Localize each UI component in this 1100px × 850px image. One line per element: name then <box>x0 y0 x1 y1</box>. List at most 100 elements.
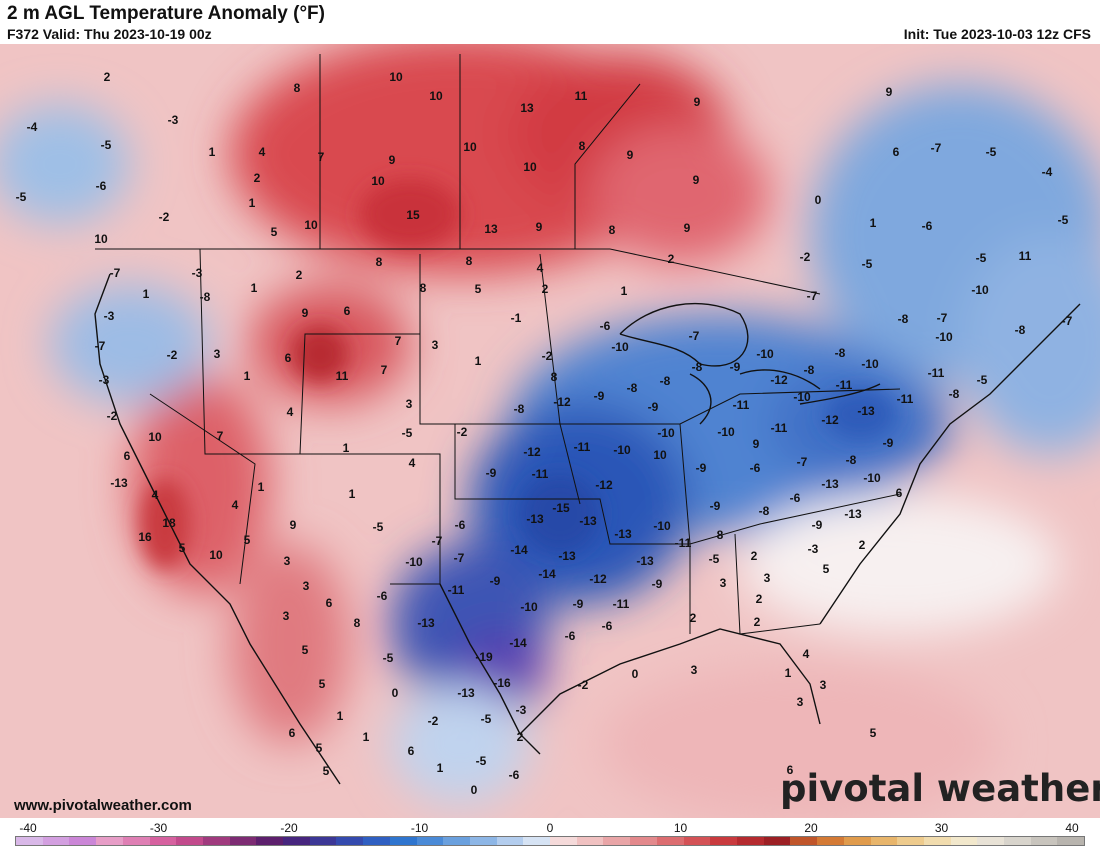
anomaly-value-label: -6 <box>790 491 801 505</box>
anomaly-value-label: -12 <box>553 395 571 409</box>
colorbar-swatch <box>309 837 337 845</box>
anomaly-value-label: -9 <box>594 389 605 403</box>
anomaly-value-label: -5 <box>383 651 394 665</box>
anomaly-value-label: 7 <box>381 363 388 377</box>
anomaly-value-label: -10 <box>861 357 879 371</box>
colorbar-swatch <box>1057 837 1085 845</box>
anomaly-value-label: 2 <box>756 592 763 606</box>
anomaly-value-label: 3 <box>691 663 698 677</box>
anomaly-value-label: 2 <box>859 538 866 552</box>
anomaly-value-label: 7 <box>217 429 224 443</box>
anomaly-value-label: -2 <box>428 714 439 728</box>
anomaly-value-label: 2 <box>751 549 758 563</box>
anomaly-value-label: 4 <box>232 498 239 512</box>
anomaly-value-label: 3 <box>406 397 413 411</box>
anomaly-value-label: -11 <box>928 366 945 380</box>
anomaly-value-label: -4 <box>1042 165 1053 179</box>
anomaly-value-label: -14 <box>538 567 556 581</box>
anomaly-value-label: -6 <box>600 319 611 333</box>
anomaly-value-label: -13 <box>636 554 654 568</box>
colorbar-swatch <box>16 837 43 845</box>
anomaly-value-label: -8 <box>660 374 671 388</box>
anomaly-value-label: -5 <box>976 251 987 265</box>
anomaly-value-label: -13 <box>857 404 875 418</box>
anomaly-value-label: 10 <box>463 140 477 154</box>
anomaly-value-label: -10 <box>520 600 538 614</box>
anomaly-value-label: -13 <box>614 527 632 541</box>
anomaly-value-label: 9 <box>290 518 297 532</box>
anomaly-value-label: 5 <box>323 764 330 778</box>
anomaly-value-label: -14 <box>510 543 528 557</box>
anomaly-value-label: 8 <box>551 370 558 384</box>
anomaly-value-label: -13 <box>558 549 576 563</box>
anomaly-value-label: 2 <box>690 611 697 625</box>
anomaly-value-label: 10 <box>429 89 443 103</box>
anomaly-value-label: -2 <box>578 678 589 692</box>
colorbar-tick-label: 30 <box>934 821 949 835</box>
anomaly-value-label: -7 <box>931 141 942 155</box>
anomaly-value-label: 6 <box>893 145 900 159</box>
anomaly-value-label: -7 <box>807 289 818 303</box>
anomaly-value-label: -5 <box>16 190 27 204</box>
anomaly-value-label: 6 <box>787 763 794 777</box>
anomaly-value-label: 0 <box>815 193 822 207</box>
anomaly-value-label: -8 <box>846 453 857 467</box>
anomaly-value-label: 6 <box>124 449 131 463</box>
colorbar-tick-label: 10 <box>673 821 688 835</box>
anomaly-value-label: -8 <box>692 360 703 374</box>
anomaly-value-label: -3 <box>516 703 527 717</box>
anomaly-value-label: 8 <box>354 616 361 630</box>
anomaly-value-label: 9 <box>886 85 893 99</box>
anomaly-value-label: -9 <box>573 597 584 611</box>
anomaly-value-label: -14 <box>509 636 527 650</box>
anomaly-value-label: 1 <box>337 709 344 723</box>
anomaly-value-label: -1 <box>511 311 522 325</box>
anomaly-value-label: 3 <box>720 576 727 590</box>
anomaly-value-label: 6 <box>408 744 415 758</box>
anomaly-value-label: 1 <box>475 354 482 368</box>
anomaly-value-label: -7 <box>454 551 465 565</box>
anomaly-value-label: 9 <box>302 306 309 320</box>
anomaly-value-label: 10 <box>209 548 223 562</box>
anomaly-value-label: -7 <box>797 455 808 469</box>
anomaly-value-label: 11 <box>575 89 588 103</box>
anomaly-value-label: 5 <box>319 677 326 691</box>
anomaly-value-label: -8 <box>1015 323 1026 337</box>
anomaly-value-label: -13 <box>821 477 839 491</box>
anomaly-value-label: -5 <box>977 373 988 387</box>
anomaly-value-label: -7 <box>432 534 443 548</box>
anomaly-value-label: 1 <box>343 441 350 455</box>
anomaly-value-label: -9 <box>486 466 497 480</box>
anomaly-value-label: 15 <box>406 208 420 222</box>
anomaly-value-label: 3 <box>214 347 221 361</box>
anomaly-value-label: -3 <box>168 113 179 127</box>
anomaly-value-label: -9 <box>648 400 659 414</box>
anomaly-value-label: -5 <box>709 552 720 566</box>
anomaly-value-label: -6 <box>922 219 933 233</box>
colorbar-tick-label: 40 <box>1065 821 1079 835</box>
anomaly-value-label: 2 <box>254 171 261 185</box>
anomaly-value-label: -6 <box>750 461 761 475</box>
colorbar-swatch <box>1004 837 1031 845</box>
colorbar-swatch <box>229 837 257 845</box>
anomaly-value-label: 13 <box>484 222 498 236</box>
anomaly-value-label: -6 <box>602 619 613 633</box>
anomaly-value-label: 5 <box>271 225 278 239</box>
anomaly-value-label: 1 <box>258 480 265 494</box>
anomaly-value-label: -16 <box>493 676 511 690</box>
anomaly-value-label: -12 <box>523 445 541 459</box>
colorbar-swatch <box>202 837 230 845</box>
anomaly-value-label: -11 <box>836 378 853 392</box>
anomaly-value-label: 1 <box>785 666 792 680</box>
anomaly-value-label: 3 <box>820 678 827 692</box>
valid-time: F372 Valid: Thu 2023-10-19 00z <box>7 26 212 42</box>
colorbar-swatch <box>363 837 390 845</box>
anomaly-value-label: -6 <box>455 518 466 532</box>
anomaly-value-label: 3 <box>283 609 290 623</box>
anomaly-value-label: 9 <box>693 173 700 187</box>
anomaly-value-label: 2 <box>668 252 675 266</box>
anomaly-value-label: -5 <box>986 145 997 159</box>
anomaly-value-label: -8 <box>898 312 909 326</box>
anomaly-value-label: -11 <box>613 597 630 611</box>
